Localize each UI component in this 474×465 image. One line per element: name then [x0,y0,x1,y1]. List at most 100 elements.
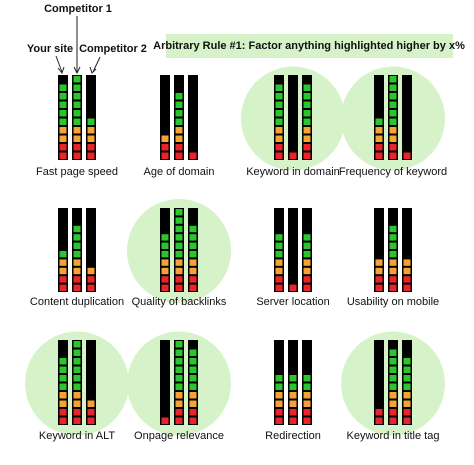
bar-segment [189,417,197,424]
bar-segment [161,152,169,159]
bar [72,75,82,160]
bar [160,340,170,425]
bar-segment [73,76,81,83]
bar-segment [175,242,183,249]
bar-segment [73,409,81,416]
bar [86,340,96,425]
bar-segment [403,358,411,365]
bar-segment [87,127,95,134]
bar-segment [389,284,397,291]
bar-segment [189,375,197,382]
bar-segment [275,110,283,117]
bar-frame [402,75,412,160]
bar-segment [73,375,81,382]
bar-segment [73,242,81,249]
bar-segment [73,259,81,266]
bar-segment [289,417,297,424]
bar-segment [303,127,311,134]
bar-segment [161,259,169,266]
bar-segment [275,135,283,142]
bar-segment [175,127,183,134]
bar-segment [275,276,283,283]
bar-segment [275,267,283,275]
bar-segment [403,267,411,275]
bar-segment [189,152,197,159]
bar [402,75,412,160]
bar-frame [288,75,298,160]
bar-segment [59,259,67,266]
bar-frame [174,340,184,425]
panel-label: Age of domain [144,166,215,178]
bar-segment [389,251,397,258]
bar-segment [403,284,411,291]
bar-frame [402,208,412,292]
bar-segment [175,93,183,100]
bar-frame [274,75,284,160]
bar-segment [189,225,197,233]
bar [58,340,68,425]
bar [72,340,82,425]
bar-segment [403,276,411,283]
bar-frame [72,208,82,292]
bar-frame [72,340,82,425]
bar-segment [289,375,297,382]
bar-segment [189,409,197,416]
bar-segment [175,110,183,117]
panel-label: Redirection [265,430,321,442]
bar-segment [175,234,183,241]
bar-segment [275,259,283,266]
bar-frame [188,340,198,425]
bar-segment [303,383,311,390]
bar-segment [87,276,95,283]
bar-segment [275,152,283,159]
bar-segment [189,259,197,266]
bar-frame [402,340,412,425]
bar-segment [389,400,397,407]
bar-segment [161,276,169,283]
bar-segment [403,417,411,424]
bar [388,208,398,292]
bar [86,208,96,292]
bar-frame [302,75,312,160]
bar-segment [59,358,67,365]
bar-segment [289,409,297,416]
bar-segment [161,135,169,142]
bar-segment [389,135,397,142]
bar [188,208,198,292]
bar-segment [289,284,297,291]
bar-segment [275,101,283,108]
bar-segment [275,84,283,91]
bar-segment [389,234,397,241]
bar-segment [59,400,67,407]
bar-segment [87,284,95,291]
legend-arrows [55,16,101,75]
bar [374,208,384,292]
bar-segment [73,341,81,348]
bar-segment [389,76,397,83]
bar-frame [58,208,68,292]
panel-label: Fast page speed [36,166,118,178]
bar-segment [175,392,183,399]
bar-segment [59,110,67,117]
bar [302,208,312,292]
bar-segment [189,267,197,275]
bar-frame [58,340,68,425]
bar-frame [174,75,184,160]
bar-segment [73,349,81,356]
bar [288,75,298,160]
bar-segment [375,409,383,416]
bar-segment [59,101,67,108]
bar-frame [86,208,96,292]
bar-segment [73,135,81,142]
bar-segment [289,152,297,159]
bar-segment [175,366,183,373]
bar-segment [275,284,283,291]
bar [174,208,184,292]
panel-label: Keyword in domain [246,166,340,178]
bar-frame [288,340,298,425]
bar-segment [161,417,169,424]
bar [160,208,170,292]
bar-segment [175,383,183,390]
bar-segment [73,392,81,399]
bar-frame [72,75,82,160]
